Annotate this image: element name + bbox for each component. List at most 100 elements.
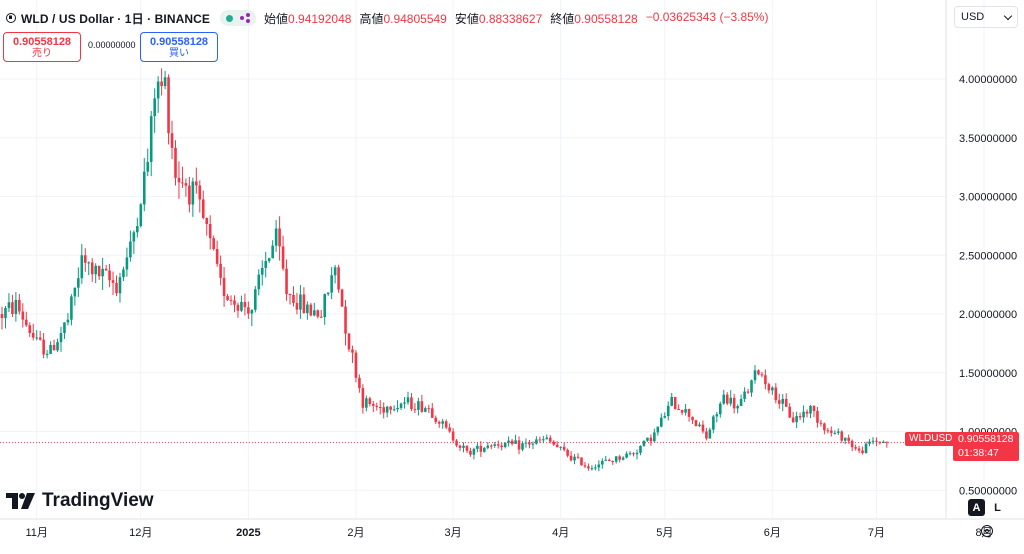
candle-body xyxy=(382,407,385,413)
candle-body xyxy=(597,464,601,468)
settings-icon[interactable] xyxy=(981,525,993,537)
candle-body xyxy=(819,422,823,424)
candle-body xyxy=(795,416,798,423)
candle-body xyxy=(212,238,215,250)
x-tick-label: 5月 xyxy=(656,527,673,539)
candle-body xyxy=(347,333,351,350)
candle-body xyxy=(784,398,788,407)
buy-price: 0.90558128 xyxy=(149,36,209,48)
candle-body xyxy=(524,442,528,444)
sell-button[interactable]: 0.90558128 売り xyxy=(3,32,81,62)
candle-body xyxy=(531,443,535,445)
candle-body xyxy=(292,294,295,303)
auto-scale-button[interactable]: A xyxy=(968,499,985,516)
time-axis[interactable]: 11月 12月 2025 2月 3月 4月 5月 6月 7月 8月 xyxy=(25,527,992,539)
candle-body xyxy=(677,408,680,411)
x-tick-label: 7月 xyxy=(868,527,885,539)
candle-body xyxy=(604,459,608,461)
candle-body xyxy=(299,294,302,310)
symbol-title[interactable]: WLD / US Dollar · 1日 · BINANCE xyxy=(21,11,211,26)
candle-body xyxy=(215,249,219,264)
price-axis[interactable]: 0.500000001.000000001.500000002.00000000… xyxy=(959,74,1017,497)
close-value: 0.90558128 xyxy=(574,11,638,26)
candle-body xyxy=(625,453,628,458)
candle-body xyxy=(788,406,791,418)
last-price-tag: 0.90558128 01:38:47 xyxy=(953,432,1019,461)
candle-body xyxy=(566,449,569,456)
candle-body xyxy=(188,185,191,205)
candle-body xyxy=(271,245,274,259)
candle-body xyxy=(594,467,597,469)
candle-body xyxy=(21,311,25,320)
symbol-legend[interactable]: WLD / US Dollar · 1日 · BINANCE 始値0.94192… xyxy=(6,10,768,26)
candle-body xyxy=(368,398,372,405)
candle-body xyxy=(406,397,410,403)
candle-body xyxy=(725,394,729,404)
log-scale-button[interactable]: L xyxy=(994,501,1001,514)
candle-body xyxy=(35,337,38,339)
candle-body xyxy=(250,309,254,314)
y-tick-label: 2.00000000 xyxy=(959,309,1017,321)
candle-body xyxy=(802,411,805,418)
candle-body xyxy=(115,282,118,294)
candle-body xyxy=(458,445,462,448)
candle-body xyxy=(628,453,632,455)
candle-body xyxy=(476,445,479,449)
candle-body xyxy=(607,459,611,462)
candle-body xyxy=(222,277,226,297)
buy-label: 買い xyxy=(169,48,189,59)
candle-body xyxy=(274,228,278,246)
candle-body xyxy=(323,294,327,318)
candle-body xyxy=(111,280,115,283)
change-value: −0.03625343 (−3.85%) xyxy=(645,9,769,24)
currency-select[interactable]: USD xyxy=(954,6,1018,28)
candle-body xyxy=(132,232,136,242)
candle-body xyxy=(101,268,104,277)
candle-body xyxy=(146,161,150,172)
candle-body xyxy=(108,270,111,281)
candle-body xyxy=(354,352,358,378)
candle-body xyxy=(125,257,129,270)
candle-body xyxy=(285,268,288,295)
candle-body xyxy=(698,424,701,427)
candle-body xyxy=(694,420,698,427)
candle-body xyxy=(351,349,354,353)
candle-body xyxy=(743,391,746,399)
buy-button[interactable]: 0.90558128 買い xyxy=(140,32,218,62)
candle-body xyxy=(552,441,556,445)
candle-body xyxy=(562,446,566,450)
candle-body xyxy=(535,439,538,444)
candle-body xyxy=(316,310,320,317)
candle-body xyxy=(375,405,379,408)
candle-body xyxy=(708,429,712,439)
candle-body xyxy=(496,444,500,446)
candle-body xyxy=(142,171,146,205)
candle-body xyxy=(830,430,833,433)
candle-body xyxy=(260,267,264,275)
candle-body xyxy=(410,397,413,410)
candle-body xyxy=(70,296,73,320)
x-tick-label: 6月 xyxy=(764,527,781,539)
candle-body xyxy=(746,391,750,393)
candle-body xyxy=(465,445,469,451)
candle-body xyxy=(201,199,205,218)
candle-body xyxy=(254,289,257,310)
share-icon xyxy=(239,13,250,23)
candle-body xyxy=(337,267,340,290)
candle-body xyxy=(170,133,174,148)
candle-body xyxy=(247,307,250,314)
logo-text: TradingView xyxy=(42,490,154,511)
candle-body xyxy=(420,401,424,412)
candle-body xyxy=(791,417,795,423)
candle-body xyxy=(861,450,864,453)
candle-body xyxy=(729,397,732,404)
high-label: 高値 xyxy=(359,11,384,26)
candle-body xyxy=(528,442,531,445)
candle-body xyxy=(774,387,778,401)
candle-body xyxy=(417,401,420,410)
candle-body xyxy=(555,444,559,448)
market-status-pill[interactable] xyxy=(220,10,257,26)
tradingview-logo[interactable]: TradingView xyxy=(6,490,154,512)
y-tick-label: 4.00000000 xyxy=(959,74,1017,86)
